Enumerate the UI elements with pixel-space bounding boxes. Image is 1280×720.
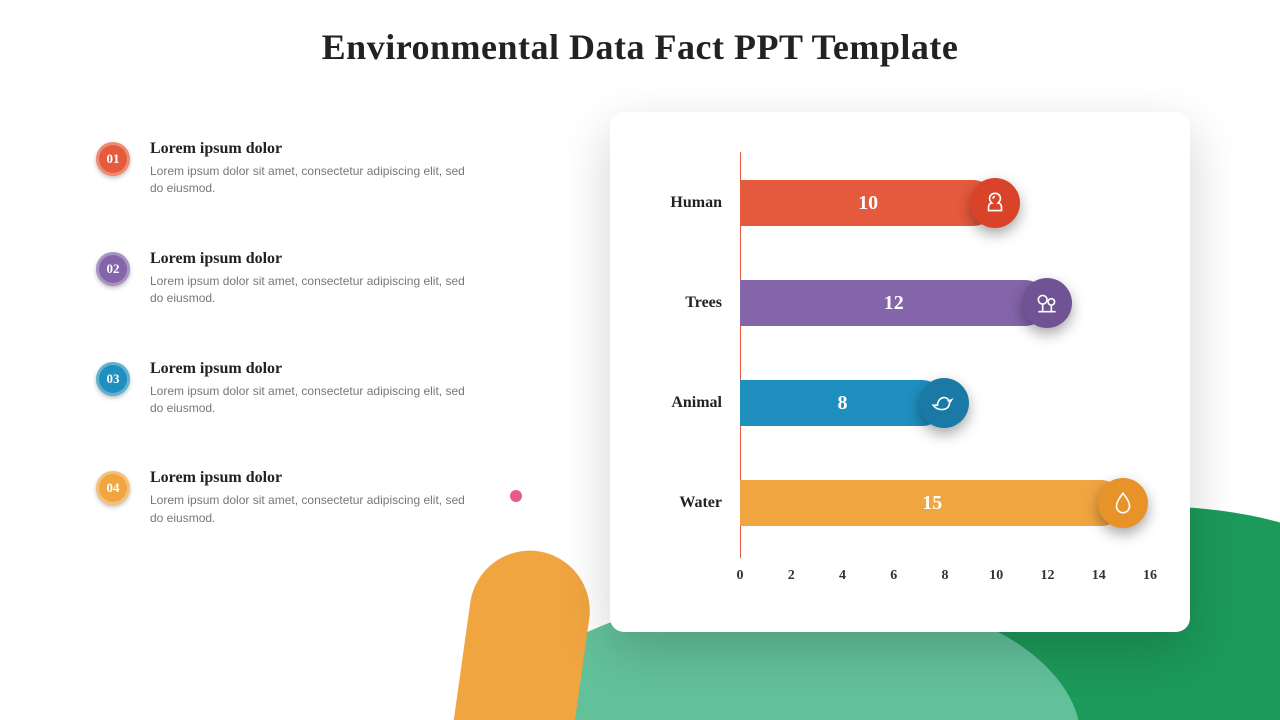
water-icon [1098, 478, 1148, 528]
bar-label-trees: Trees [650, 294, 740, 312]
bar-row-human: Human 10 [650, 180, 1150, 226]
bar-fill-human: 10 [740, 180, 996, 226]
bar-value-animal: 8 [838, 392, 848, 415]
legend-heading-2: Lorem ipsum dolor [150, 250, 476, 268]
legend-heading-1: Lorem ipsum dolor [150, 140, 476, 158]
bar-track-trees: 12 [740, 280, 1150, 326]
x-tick-6: 12 [1041, 568, 1055, 584]
animal-icon [919, 378, 969, 428]
legend-desc-1: Lorem ipsum dolor sit amet, consectetur … [150, 163, 476, 198]
bar-label-human: Human [650, 194, 740, 212]
legend-desc-2: Lorem ipsum dolor sit amet, consectetur … [150, 273, 476, 308]
bar-track-water: 15 [740, 480, 1150, 526]
page-title: Environmental Data Fact PPT Template [0, 26, 1280, 68]
x-tick-7: 14 [1092, 568, 1106, 584]
bar-value-water: 15 [922, 492, 942, 515]
legend-item-3: 03 Lorem ipsum dolor Lorem ipsum dolor s… [96, 360, 476, 418]
legend-text-1: Lorem ipsum dolor Lorem ipsum dolor sit … [150, 140, 476, 198]
legend-badge-2: 02 [96, 252, 130, 286]
trees-icon [1022, 278, 1072, 328]
legend-desc-3: Lorem ipsum dolor sit amet, consectetur … [150, 383, 476, 418]
bar-row-water: Water 15 [650, 480, 1150, 526]
slide-stage: { "title": "Environmental Data Fact PPT … [0, 0, 1280, 720]
bar-label-water: Water [650, 494, 740, 512]
legend-item-4: 04 Lorem ipsum dolor Lorem ipsum dolor s… [96, 469, 476, 527]
legend-item-1: 01 Lorem ipsum dolor Lorem ipsum dolor s… [96, 140, 476, 198]
x-tick-8: 16 [1143, 568, 1157, 584]
x-tick-4: 8 [942, 568, 949, 584]
legend-text-2: Lorem ipsum dolor Lorem ipsum dolor sit … [150, 250, 476, 308]
legend-badge-3: 03 [96, 362, 130, 396]
bar-row-animal: Animal 8 [650, 380, 1150, 426]
bar-fill-animal: 8 [740, 380, 945, 426]
legend-heading-4: Lorem ipsum dolor [150, 469, 476, 487]
bg-dot-pink [510, 490, 522, 502]
legend-desc-4: Lorem ipsum dolor sit amet, consectetur … [150, 492, 476, 527]
bar-track-human: 10 [740, 180, 1150, 226]
bar-value-trees: 12 [884, 292, 904, 315]
x-tick-0: 0 [737, 568, 744, 584]
legend-badge-4: 04 [96, 471, 130, 505]
chart-area: Human 10 Trees 12 [650, 152, 1150, 602]
bar-fill-water: 15 [740, 480, 1124, 526]
bar-fill-trees: 12 [740, 280, 1048, 326]
chart-card: Human 10 Trees 12 [610, 112, 1190, 632]
legend-heading-3: Lorem ipsum dolor [150, 360, 476, 378]
bar-track-animal: 8 [740, 380, 1150, 426]
legend-item-2: 02 Lorem ipsum dolor Lorem ipsum dolor s… [96, 250, 476, 308]
legend-text-3: Lorem ipsum dolor Lorem ipsum dolor sit … [150, 360, 476, 418]
x-tick-1: 2 [788, 568, 795, 584]
x-tick-2: 4 [839, 568, 846, 584]
human-icon [970, 178, 1020, 228]
legend-text-4: Lorem ipsum dolor Lorem ipsum dolor sit … [150, 469, 476, 527]
bar-value-human: 10 [858, 192, 878, 215]
legend-column: 01 Lorem ipsum dolor Lorem ipsum dolor s… [96, 140, 476, 579]
x-tick-3: 6 [890, 568, 897, 584]
bar-row-trees: Trees 12 [650, 280, 1150, 326]
x-axis: 0 2 4 6 8 10 12 14 16 [740, 558, 1150, 602]
x-tick-5: 10 [989, 568, 1003, 584]
bar-label-animal: Animal [650, 394, 740, 412]
legend-badge-1: 01 [96, 142, 130, 176]
